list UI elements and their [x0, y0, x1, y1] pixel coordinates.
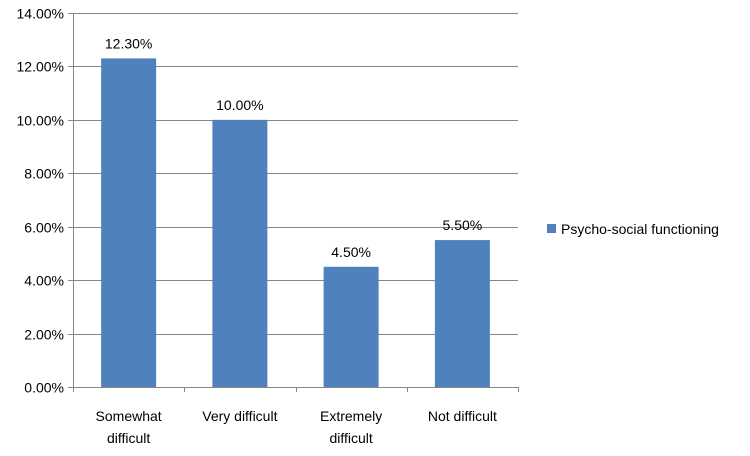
y-tick-label: 4.00%	[24, 273, 64, 289]
x-tick-label: difficult	[329, 430, 372, 446]
x-tick-label: Extremely	[320, 408, 382, 424]
x-tick-label: difficult	[107, 430, 150, 446]
data-label: 12.30%	[105, 35, 152, 51]
y-tick-label: 8.00%	[24, 166, 64, 182]
bar	[434, 240, 490, 387]
y-tick-label: 0.00%	[24, 380, 64, 396]
legend-swatch	[547, 224, 556, 233]
bar	[101, 58, 157, 388]
data-label: 5.50%	[443, 217, 483, 233]
data-label: 4.50%	[331, 244, 371, 260]
y-tick-label: 6.00%	[24, 220, 64, 236]
y-tick-label: 2.00%	[24, 327, 64, 343]
x-tick-label: Very difficult	[202, 408, 277, 424]
y-tick-label: 12.00%	[17, 59, 64, 75]
y-tick-label: 14.00%	[17, 6, 64, 22]
bar	[323, 266, 379, 387]
y-tick-label: 10.00%	[17, 113, 64, 129]
x-tick-label: Not difficult	[428, 408, 497, 424]
x-axis-tick-labels: Somewhat difficult Very difficult Extremely…	[96, 408, 497, 446]
data-label: 10.00%	[216, 97, 263, 113]
bars	[101, 58, 490, 388]
y-axis-tick-labels: 0.00% 2.00% 4.00% 6.00% 8.00% 10.00% 12.00% 14.…	[17, 6, 64, 396]
bar	[212, 119, 268, 387]
data-labels: 12.30% 10.00% 4.50% 5.50%	[105, 35, 482, 259]
legend-label: Psycho-social functioning	[561, 221, 719, 237]
x-tick-label: Somewhat	[96, 408, 162, 424]
legend: Psycho-social functioning	[547, 221, 719, 237]
